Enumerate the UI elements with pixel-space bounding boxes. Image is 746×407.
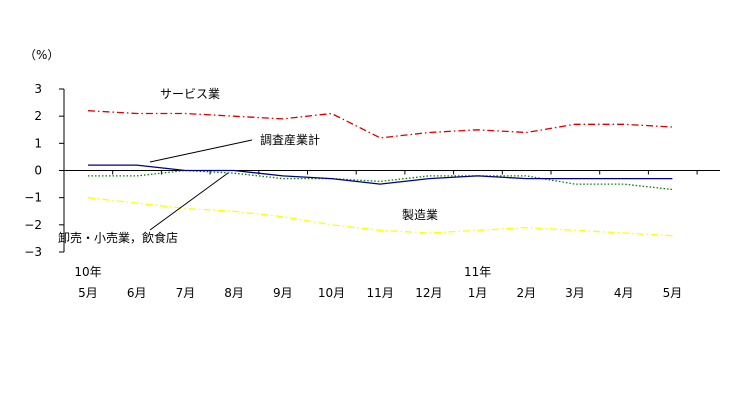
x-tick-label: 2月 <box>516 286 536 300</box>
y-unit-label: （%） <box>24 48 59 62</box>
y-tick-label: 2 <box>34 109 42 123</box>
x-tick-label: 3月 <box>565 286 585 300</box>
y-tick-label: 3 <box>34 82 42 96</box>
x-axis: 5月 6月 7月 8月 9月 10月 11月 12月 1月 2月 3月 4月 5月 10年 11年 <box>63 170 720 300</box>
series-line-3 <box>87 110 673 139</box>
x-tick-label: 10月 <box>318 286 345 300</box>
y-tick-label: 0 <box>34 164 42 178</box>
x-year-label: 11年 <box>464 265 491 279</box>
y-tick-label: −3 <box>24 245 42 259</box>
series-line-2 <box>88 169 673 191</box>
x-tick-label: 5月 <box>78 286 98 300</box>
y-tick-label: −1 <box>24 191 42 205</box>
y-tick-label: −2 <box>24 218 42 232</box>
x-tick-label: 7月 <box>176 286 196 300</box>
x-tick-label: 5月 <box>663 286 683 300</box>
series-label-manufacturing: 製造業 <box>402 208 438 222</box>
series-line-0 <box>88 164 673 185</box>
series-label-all-industries: 調査産業計 <box>260 132 320 147</box>
x-tick-label: 11月 <box>367 286 394 300</box>
series-label-service: サービス業 <box>160 87 220 101</box>
series-lines <box>87 110 673 237</box>
x-tick-label: 6月 <box>127 286 147 300</box>
y-tick-label: 1 <box>34 136 42 150</box>
x-year-label: 10年 <box>74 265 101 279</box>
x-tick-label: 1月 <box>468 286 488 300</box>
leader-line-wholesale-retail <box>149 172 229 231</box>
x-tick-label: 8月 <box>224 286 244 300</box>
x-tick-label: 4月 <box>614 286 634 300</box>
x-tick-label: 12月 <box>415 286 442 300</box>
series-label-wholesale-retail: 卸売・小売業，飲食店 <box>58 230 178 245</box>
leader-line-all-industries <box>149 139 253 163</box>
series-line-1 <box>87 197 673 237</box>
x-tick-label: 9月 <box>273 286 293 300</box>
y-axis: 3 2 1 0 −1 −2 −3 <box>24 82 65 259</box>
